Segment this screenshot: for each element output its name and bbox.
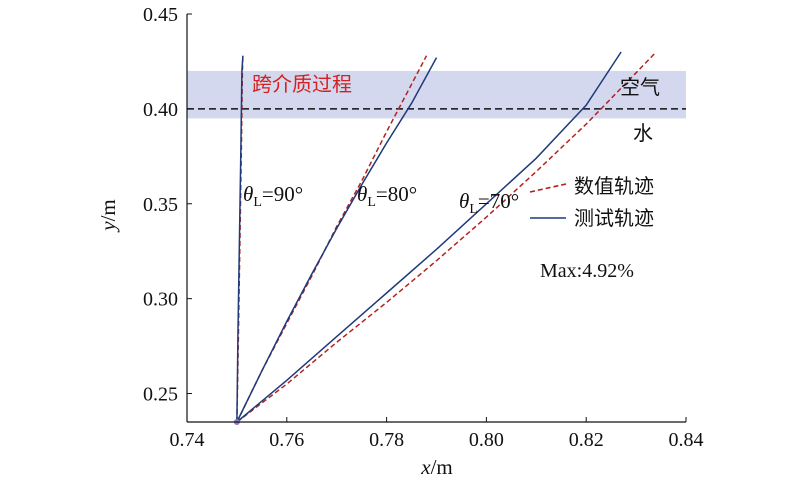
y-tick-label: 0.45 [143, 4, 178, 26]
y-tick-label: 0.25 [143, 384, 178, 406]
angle-label-80: θL=80° [357, 182, 417, 210]
air-label: 空气 [620, 75, 660, 99]
y-axis-title: y/m [96, 199, 120, 233]
legend-label-numerical: 数值轨迹 [574, 174, 654, 198]
water-label: 水 [633, 121, 653, 145]
x-tick-label: 0.82 [569, 429, 604, 451]
axes-layer: 0.74 0.76 0.78 0.80 0.82 0.84 0.25 0.30 0.35 0.40… [143, 4, 704, 451]
x-tick-label: 0.76 [269, 429, 304, 451]
max-error-annotation: Max:4.92% [540, 260, 634, 282]
legend: 数值轨迹 测试轨迹 [529, 174, 654, 230]
x-tick-label: 0.80 [469, 429, 504, 451]
legend-swatch-numerical [529, 183, 567, 193]
legend-label-test: 测试轨迹 [574, 206, 654, 230]
y-tick-label: 0.35 [143, 194, 178, 216]
y-tick-label: 0.40 [143, 99, 178, 121]
series-line-test-80 [236, 57, 438, 423]
angle-label-90: θL=90° [243, 182, 303, 210]
x-axis-title: x/m [420, 455, 453, 479]
x-tick-label: 0.78 [369, 429, 404, 451]
series-layer [233, 51, 657, 425]
series-line-test-70 [236, 51, 622, 423]
angle-label-70: θL=70° [459, 189, 519, 217]
x-tick-label: 0.74 [170, 429, 205, 451]
series-line-test-90 [236, 55, 244, 423]
y-tick-label: 0.30 [143, 289, 178, 311]
series-line-numerical-70 [236, 51, 657, 423]
cross-medium-label: 跨介质过程 [252, 72, 352, 96]
x-tick-label: 0.84 [669, 429, 704, 451]
